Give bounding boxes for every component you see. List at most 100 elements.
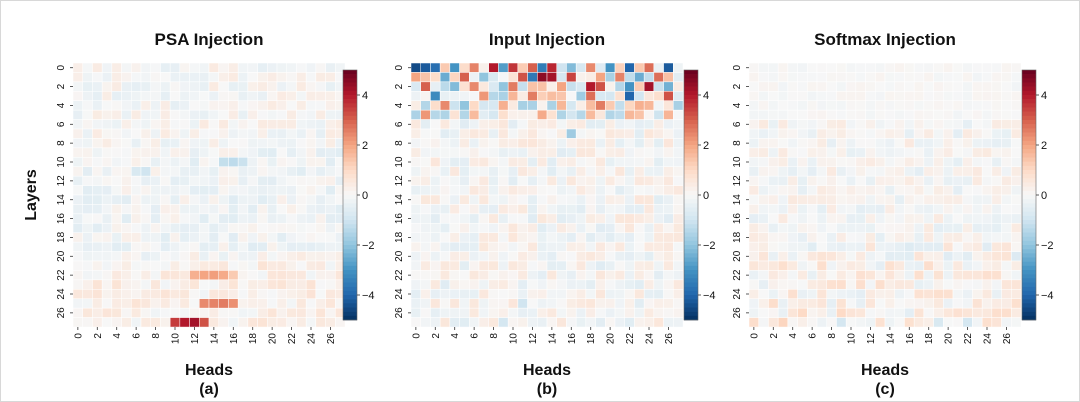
heatmap-cell (875, 241, 886, 252)
colorbar-segment (1022, 224, 1036, 229)
heatmap-cell (653, 100, 664, 111)
heatmap-cell (758, 298, 769, 309)
heatmap-cell (797, 298, 808, 309)
heatmap-cell (875, 157, 886, 168)
heatmap-cell (653, 241, 664, 252)
heatmap-cell (865, 213, 876, 224)
heatmap-cell (82, 147, 93, 158)
heatmap-cell (991, 109, 1002, 120)
heatmap-cell (286, 128, 297, 139)
colorbar-segment (1022, 95, 1036, 100)
heatmap-cell (777, 185, 789, 196)
heatmap-cell (1011, 128, 1022, 139)
heatmap-cell (566, 241, 577, 252)
heatmap-cell (991, 289, 1002, 300)
x-tick-label: 12 (190, 333, 201, 345)
heatmap-cell (537, 185, 548, 196)
heatmap-cell (507, 307, 519, 318)
y-tick-label: 2 (732, 83, 743, 89)
heatmap-cell (787, 223, 798, 234)
heatmap-cell (72, 100, 84, 111)
heatmap-cell (199, 128, 210, 139)
heatmap-cell (962, 128, 973, 139)
heatmap-cell (768, 289, 779, 300)
heatmap-cell (913, 185, 925, 196)
heatmap-cell (595, 223, 606, 234)
heatmap-cell (296, 270, 307, 281)
heatmap-cell (199, 157, 210, 168)
heatmap-cell (595, 81, 606, 92)
heatmap-cell (121, 119, 132, 130)
heatmap-cell (933, 232, 944, 243)
heatmap-cell (160, 279, 171, 290)
heatmap-cell (208, 194, 220, 205)
heatmap-cell (160, 81, 171, 92)
heatmap-cell (991, 298, 1002, 309)
heatmap-cell (267, 157, 278, 168)
colorbar-segment (343, 161, 357, 167)
heatmap-cell (643, 270, 655, 281)
heatmap-cell (981, 100, 993, 111)
heatmap-cell (101, 194, 113, 205)
heatmap-cell (101, 128, 113, 139)
heatmap-cell (459, 185, 470, 196)
colorbar-segment (684, 224, 698, 229)
heatmap-cell (459, 204, 470, 215)
y-tick-label: 6 (56, 121, 67, 127)
heatmap-cell (981, 260, 993, 271)
heatmap-cell (276, 213, 288, 224)
heatmap-cell (855, 307, 866, 318)
colorbar-segment (684, 232, 698, 237)
heatmap-cell (247, 270, 258, 281)
heatmap-cell (218, 251, 229, 262)
heatmap-cell (72, 194, 84, 205)
heatmap-cell (101, 204, 113, 215)
colorbar-segment (684, 111, 698, 117)
heatmap-cell (624, 232, 635, 243)
heatmap-cell (199, 72, 210, 83)
y-tick-label: 22 (732, 269, 743, 281)
heatmap-cell (169, 317, 181, 328)
heatmap-cell (758, 109, 769, 120)
heatmap-cell (807, 166, 818, 177)
heatmap-cell (92, 175, 103, 186)
heatmap-cell (585, 81, 596, 92)
heatmap-cell (816, 289, 828, 300)
heatmap-cell (624, 138, 635, 149)
heatmap-cell (923, 241, 934, 252)
heatmap-cell (556, 279, 567, 290)
heatmap-cell (228, 175, 239, 186)
heatmap-cell (556, 185, 567, 196)
heatmap-cell (855, 298, 866, 309)
heatmap-cell (797, 166, 808, 177)
heatmap-cell (663, 81, 674, 92)
heatmap-cell (247, 279, 258, 290)
heatmap-cell (410, 91, 422, 102)
heatmap-cell (488, 91, 499, 102)
heatmap-cell (131, 204, 142, 215)
heatmap-cell (208, 147, 220, 158)
heatmap-cell (991, 166, 1002, 177)
heatmap-cell (624, 298, 635, 309)
heatmap-cell (624, 147, 635, 158)
heatmap-cell (913, 213, 925, 224)
heatmap-cell (439, 241, 451, 252)
heatmap-cell (82, 91, 93, 102)
colorbar-segment (1022, 70, 1036, 75)
heatmap-cell (469, 185, 480, 196)
heatmap-cell (807, 147, 818, 158)
x-tick-label: 2 (431, 333, 442, 339)
heatmap-cell (199, 185, 210, 196)
heatmap-cell (179, 251, 190, 262)
x-tick-label: 2 (93, 333, 104, 339)
heatmap-cell (410, 175, 422, 186)
heatmap-cell (826, 289, 837, 300)
heatmap-cell (247, 185, 258, 196)
heatmap-cell (92, 279, 103, 290)
heatmap-cell (807, 270, 818, 281)
heatmap-cell (527, 62, 538, 73)
heatmap-cell (855, 232, 866, 243)
heatmap-cell (787, 119, 798, 130)
heatmap-cell (894, 204, 905, 215)
heatmap-cell (430, 223, 441, 234)
